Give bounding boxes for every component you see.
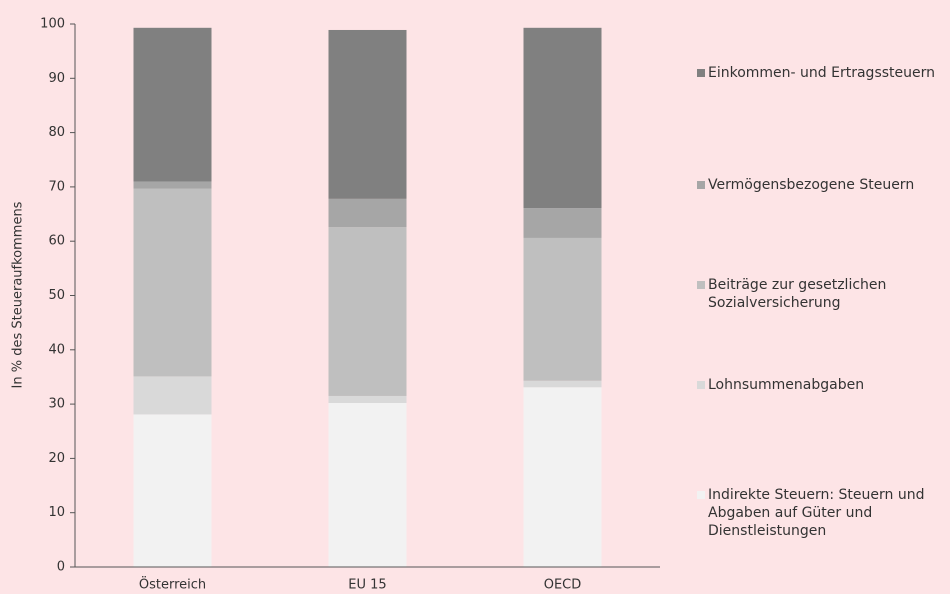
bar-segment: [523, 380, 602, 388]
x-tick-label: EU 15: [348, 578, 386, 593]
bar-segment: [523, 208, 602, 238]
y-tick-label: 80: [48, 125, 65, 140]
y-tick-label: 10: [48, 505, 65, 520]
y-tick-label: 50: [48, 288, 65, 303]
legend-label: Lohnsummenabgaben: [708, 377, 865, 393]
y-tick-label: 20: [48, 451, 65, 466]
y-axis-label: In % des Steueraufkommens: [11, 201, 26, 388]
legend-item: Einkommen- und Ertragssteuern: [697, 64, 947, 82]
y-tick-label: 90: [48, 71, 65, 86]
x-tick-label: OECD: [544, 578, 582, 593]
legend-swatch: [697, 491, 705, 499]
bar-segment: [523, 237, 602, 381]
bar-segment: [328, 198, 407, 228]
legend-label: Indirekte Steuern: Steuern und Abgaben a…: [708, 487, 925, 539]
bar-segment: [328, 395, 407, 404]
legend-swatch: [697, 281, 705, 289]
y-tick-label: 40: [48, 342, 65, 357]
bar-segment: [523, 387, 602, 567]
x-tick-label: Österreich: [139, 576, 206, 593]
y-tick-label: 30: [48, 397, 65, 412]
bar-segment: [328, 227, 407, 396]
bar-segment: [328, 403, 407, 567]
legend-label: Einkommen- und Ertragssteuern: [708, 65, 936, 81]
bar-segment: [133, 27, 212, 182]
bar-segment: [133, 188, 212, 377]
legend-label: Beiträge zur gesetzlichen Sozialversiche…: [708, 277, 887, 311]
y-tick-label: 0: [57, 560, 65, 575]
y-tick-label: 100: [40, 17, 65, 32]
legend-item: Indirekte Steuern: Steuern und Abgaben a…: [697, 486, 947, 540]
bar-segment: [133, 376, 212, 415]
y-tick-label: 70: [48, 179, 65, 194]
bar-segment: [133, 181, 212, 189]
legend-item: Beiträge zur gesetzlichen Sozialversiche…: [697, 276, 947, 312]
bar-segment: [523, 27, 602, 209]
legend-item: Vermögensbezogene Steuern: [697, 176, 947, 194]
legend-item: Lohnsummenabgaben: [697, 376, 947, 394]
y-tick-label: 60: [48, 234, 65, 249]
legend-swatch: [697, 69, 705, 77]
bar-segment: [133, 414, 212, 567]
legend-swatch: [697, 381, 705, 389]
legend-label: Vermögensbezogene Steuern: [708, 177, 915, 193]
bar-segment: [328, 29, 407, 199]
legend-swatch: [697, 181, 705, 189]
